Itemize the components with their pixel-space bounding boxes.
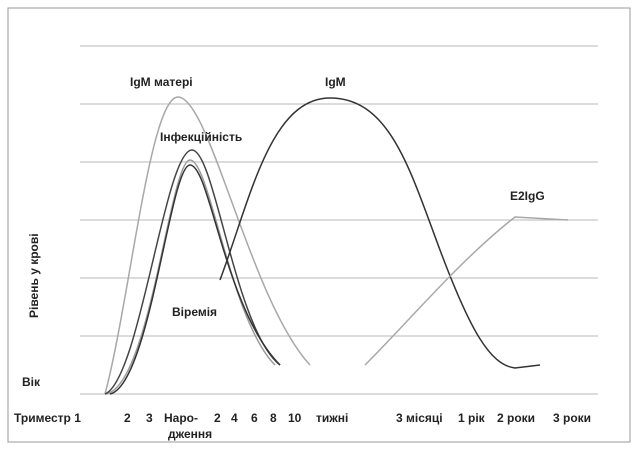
curve-label: IgM bbox=[325, 75, 346, 89]
x-label: 8 bbox=[270, 411, 277, 425]
curve-label: E2IgG bbox=[510, 189, 545, 203]
x-label: дження bbox=[168, 427, 212, 441]
curves bbox=[104, 96, 569, 395]
x-label: Триместр 1 bbox=[14, 411, 81, 425]
curve-label: Інфекційність bbox=[160, 130, 242, 144]
curve-label: Віремія bbox=[172, 305, 217, 319]
curve-label: IgM матері bbox=[130, 75, 193, 89]
x-label: 2 роки bbox=[497, 411, 535, 425]
x-label: 6 bbox=[251, 411, 258, 425]
x-label: тижні bbox=[316, 411, 348, 425]
grid bbox=[80, 45, 598, 395]
x-label: 3 місяці bbox=[396, 411, 443, 425]
frame bbox=[7, 7, 631, 443]
igm-mother-curve bbox=[104, 96, 311, 395]
infectivity-curve bbox=[104, 149, 281, 395]
infectivity-curve-2 bbox=[109, 164, 281, 395]
origin-label: Вік bbox=[22, 375, 41, 389]
x-label: Наро- bbox=[164, 411, 198, 425]
x-label: 1 рік bbox=[458, 411, 486, 425]
e2igg-curve bbox=[364, 216, 569, 366]
y-axis-title: Рівень у крові bbox=[27, 233, 41, 318]
x-label: 2 bbox=[214, 411, 221, 425]
x-labels: Триместр 1 2 3 Наро- 2 4 6 8 10 тижні 3 … bbox=[14, 411, 591, 441]
x-label: 3 роки bbox=[553, 411, 591, 425]
igm-curve bbox=[219, 97, 541, 369]
x-label: 4 bbox=[231, 411, 238, 425]
x-label: 3 bbox=[146, 411, 153, 425]
x-label: 10 bbox=[288, 411, 302, 425]
x-label: 2 bbox=[124, 411, 131, 425]
